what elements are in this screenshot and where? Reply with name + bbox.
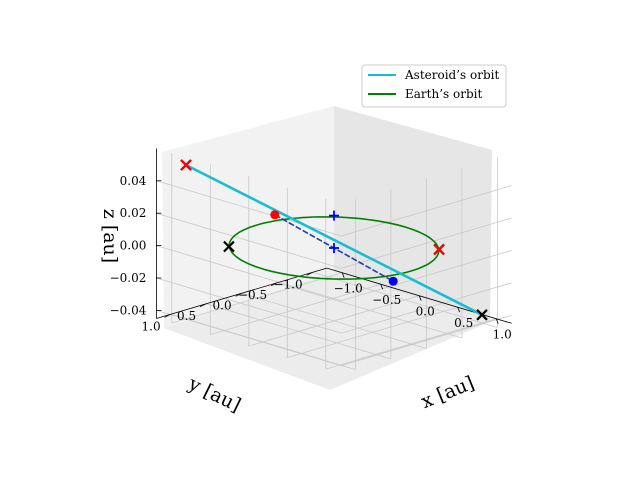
axes (155, 148, 512, 324)
cross-marker (476, 309, 488, 321)
markers (180, 159, 488, 321)
legend-label-asteroid: Asteroid’s orbit (404, 68, 499, 82)
grid-right-z (341, 185, 512, 237)
cross-marker (180, 159, 192, 171)
grid-left-z (156, 310, 342, 366)
left-pane (162, 106, 334, 328)
x-axis-label: x [au] (418, 372, 477, 413)
x-tick-label: 0.5 (454, 316, 473, 330)
x-tick-label: −0.5 (372, 293, 401, 307)
y-tick-mark (164, 313, 171, 318)
y-tick-mark (306, 271, 313, 276)
dot-marker (388, 276, 398, 286)
grid-left-z (156, 277, 342, 334)
grid-floor-y (312, 271, 498, 328)
y-tick-label: 0.5 (177, 309, 196, 323)
tick-labels: −1.0 −0.5 0.0 0.5 1.0 1.0 0.5 0.0 −0.5 −1.0 0.04 0.… (110, 174, 512, 342)
z-tick-label: 0.02 (120, 206, 147, 220)
grid-left-z (156, 245, 342, 302)
x-tick-label: −1.0 (334, 282, 363, 296)
dot-marker (270, 210, 280, 220)
earth-orbit-line (228, 216, 440, 280)
legend-frame (361, 64, 507, 108)
x-tick-mark (341, 272, 345, 278)
y-axis-label: y [au] (184, 372, 244, 416)
legend: Asteroid’s orbit Earth’s orbit (361, 64, 507, 108)
z-tick-label: −0.02 (110, 271, 147, 285)
y-tick-label: −0.5 (238, 288, 267, 302)
x-tick-label: 0.0 (416, 305, 435, 319)
y-tick-label: 1.0 (142, 319, 161, 333)
grid-right-z (341, 282, 512, 334)
grid-right-z (341, 250, 512, 302)
y-tick-label: 0.0 (213, 298, 232, 312)
x-tick-mark (380, 284, 384, 290)
z-tick-label: 0.00 (120, 239, 147, 253)
y-tick-mark (235, 292, 242, 297)
cross-marker (433, 243, 445, 256)
y-tick-mark (270, 282, 278, 287)
grid-right-z (341, 314, 512, 366)
y-tick-label: −1.0 (273, 277, 302, 291)
grid-floor-y (276, 282, 463, 339)
z-tick-label: 0.04 (120, 174, 147, 188)
legend-label-earth: Earth’s orbit (405, 87, 482, 101)
cross-marker (223, 240, 235, 253)
x-tick-mark (457, 307, 461, 313)
asteroid-orbit-line (185, 163, 483, 316)
x-tick-mark (495, 318, 499, 324)
x-tick-mark (418, 295, 422, 301)
y-tick-mark (199, 303, 207, 308)
x-tick-label: 1.0 (493, 328, 512, 342)
grid-right-z (341, 217, 512, 269)
grid-lines (156, 153, 512, 370)
z-tick-label: −0.04 (110, 303, 147, 317)
z-axis-label: z [au] (99, 209, 121, 263)
grid-floor-y (241, 292, 427, 349)
grid-left-z (156, 212, 342, 269)
grid-floor-y (205, 303, 392, 360)
